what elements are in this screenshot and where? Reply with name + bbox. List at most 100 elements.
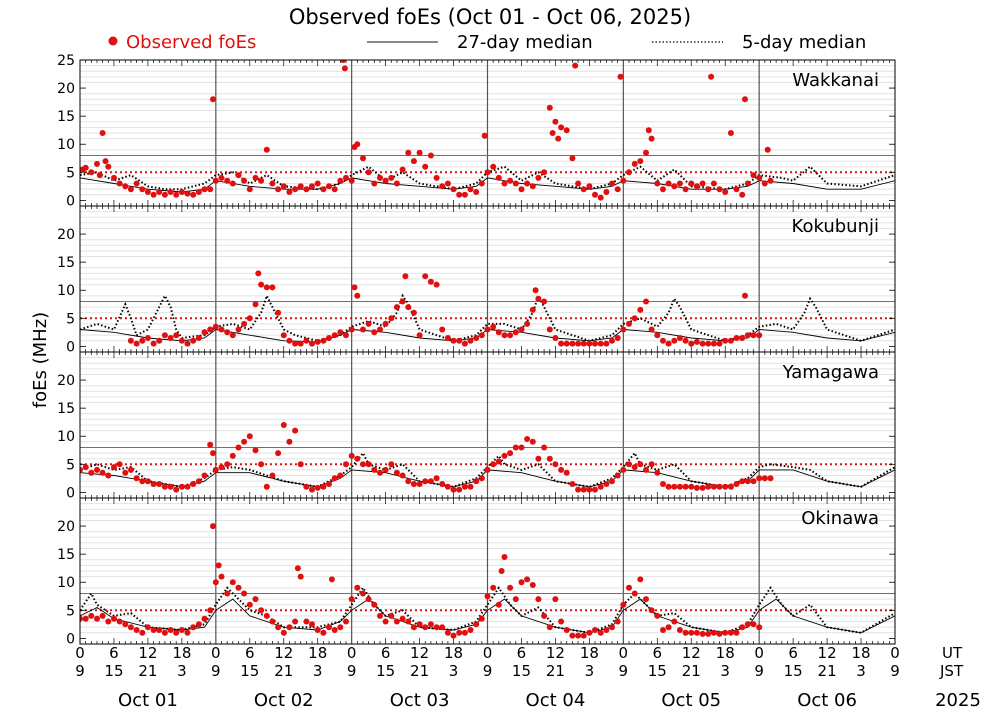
observed-point xyxy=(665,624,672,631)
observed-point xyxy=(218,573,225,580)
day-label: Oct 02 xyxy=(254,690,314,711)
observed-point xyxy=(218,174,225,181)
ut-tick-label: 0 xyxy=(890,644,900,662)
year-label: 2025 xyxy=(935,690,981,711)
observed-point xyxy=(201,186,208,193)
observed-point xyxy=(173,486,180,493)
y-tick-label: 10 xyxy=(57,283,75,299)
observed-point xyxy=(716,630,723,637)
observed-point xyxy=(490,163,497,170)
observed-point xyxy=(563,127,570,134)
ut-tick-label: 0 xyxy=(754,644,764,662)
observed-point xyxy=(750,172,757,179)
observed-point xyxy=(518,326,525,333)
jst-tick-label: 9 xyxy=(619,662,629,680)
observed-point xyxy=(597,629,604,636)
observed-point xyxy=(314,338,321,345)
observed-point xyxy=(563,627,570,633)
observed-point xyxy=(173,629,180,636)
y-tick-label: 5 xyxy=(66,165,75,181)
observed-point xyxy=(524,320,531,327)
observed-point xyxy=(122,621,129,628)
observed-point xyxy=(456,337,463,344)
observed-point xyxy=(631,315,638,322)
observed-point xyxy=(275,309,282,316)
observed-point xyxy=(82,464,89,471)
observed-point xyxy=(80,615,83,622)
observed-point xyxy=(688,629,695,636)
observed-point xyxy=(501,332,508,339)
observed-point xyxy=(410,624,417,631)
observed-point xyxy=(603,340,610,347)
observed-point xyxy=(297,340,304,347)
jst-tick-label: 3 xyxy=(856,662,866,680)
observed-point xyxy=(654,469,661,476)
observed-point xyxy=(558,340,565,347)
station-label: Wakkanai xyxy=(792,70,879,91)
observed-point xyxy=(518,579,525,586)
station-label: Kokubunji xyxy=(792,216,879,237)
observed-point xyxy=(620,326,627,333)
observed-point xyxy=(727,337,734,344)
observed-point xyxy=(241,320,248,327)
observed-point xyxy=(660,627,666,633)
observed-point xyxy=(660,186,666,193)
observed-point xyxy=(343,174,349,181)
observed-point xyxy=(665,340,672,347)
observed-point xyxy=(111,615,117,622)
jst-tick-label: 9 xyxy=(890,662,900,680)
observed-point xyxy=(156,627,163,633)
observed-point xyxy=(546,624,553,631)
observed-point xyxy=(569,632,576,639)
observed-point xyxy=(144,335,151,341)
day-label: Oct 04 xyxy=(526,690,586,711)
ut-tick-label: 18 xyxy=(716,644,735,662)
jst-tick-label: 9 xyxy=(75,662,85,680)
y-tick-label: 25 xyxy=(57,53,75,69)
observed-point xyxy=(456,629,463,636)
observed-point xyxy=(524,576,531,583)
jst-axis-label: JST xyxy=(939,662,964,680)
ut-tick-label: 6 xyxy=(517,644,527,662)
observed-point xyxy=(229,180,236,187)
observed-point xyxy=(184,483,191,490)
ut-tick-label: 12 xyxy=(546,644,565,662)
observed-point xyxy=(309,486,315,493)
observed-point xyxy=(733,186,740,193)
observed-point xyxy=(377,469,383,476)
observed-point xyxy=(603,189,610,195)
observed-point xyxy=(127,186,134,193)
observed-point xyxy=(546,326,553,333)
observed-point xyxy=(331,475,338,482)
observed-point xyxy=(461,629,468,636)
observed-point xyxy=(512,329,519,336)
observed-point xyxy=(473,478,480,485)
observed-point xyxy=(433,281,440,288)
observed-point xyxy=(535,295,542,302)
observed-point xyxy=(252,174,259,181)
observed-point xyxy=(427,621,434,628)
observed-point xyxy=(263,146,270,153)
observed-point xyxy=(178,337,185,344)
observed-point xyxy=(660,337,666,344)
observed-point xyxy=(422,273,429,280)
observed-point xyxy=(326,183,332,190)
observed-point xyxy=(507,584,514,591)
observed-point xyxy=(405,149,412,156)
observed-point xyxy=(433,174,440,181)
observed-point xyxy=(309,621,315,628)
observed-point xyxy=(96,172,103,179)
ut-tick-label: 0 xyxy=(347,644,357,662)
observed-point xyxy=(586,629,593,636)
observed-point xyxy=(161,629,168,636)
observed-point xyxy=(484,466,491,473)
observed-point xyxy=(139,629,146,636)
observed-point xyxy=(241,590,248,597)
observed-point xyxy=(549,130,556,136)
observed-point xyxy=(597,194,604,201)
observed-point xyxy=(246,601,253,608)
observed-point xyxy=(144,624,151,631)
jst-tick-label: 21 xyxy=(410,662,429,680)
observed-point xyxy=(727,483,734,490)
ut-tick-label: 18 xyxy=(172,644,191,662)
